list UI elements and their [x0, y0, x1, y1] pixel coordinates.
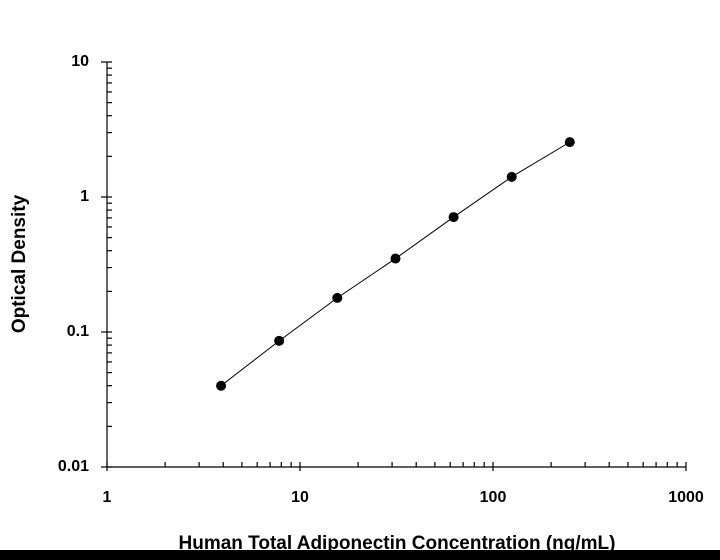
data-point — [564, 137, 575, 148]
data-point — [448, 212, 459, 223]
data-point — [332, 292, 343, 303]
x-axis-title: Human Total Adiponectin Concentration (n… — [179, 533, 616, 554]
y-tick-label: 10 — [71, 53, 89, 70]
x-tick-label: 10 — [291, 489, 309, 506]
data-point — [216, 380, 227, 391]
data-point — [506, 171, 517, 182]
data-point — [390, 253, 401, 264]
y-tick-label: 0.1 — [67, 323, 89, 340]
x-tick-label: 100 — [480, 489, 507, 506]
bottom-bar — [0, 550, 720, 560]
y-tick-label: 1 — [80, 188, 89, 205]
x-tick-label: 1000 — [668, 489, 704, 506]
y-tick-label: 0.01 — [58, 458, 89, 475]
fit-line — [220, 141, 571, 387]
y-axis-title: Optical Density — [9, 194, 30, 333]
data-point — [274, 335, 285, 346]
x-tick-label: 1 — [103, 489, 112, 506]
